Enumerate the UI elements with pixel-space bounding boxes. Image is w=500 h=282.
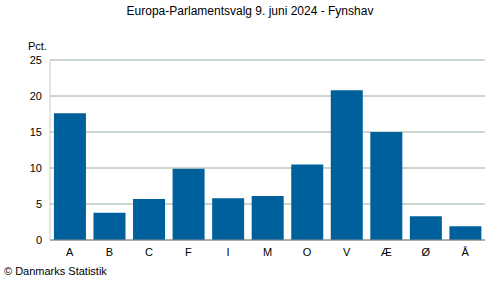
svg-text:0: 0	[36, 234, 42, 246]
svg-text:B: B	[106, 246, 113, 258]
html-text:Europa-Parlamentsvalg 9. juni: Europa-Parlamentsvalg 9. juni 2024 - Fyn…	[126, 4, 374, 18]
svg-text:5: 5	[36, 198, 42, 210]
svg-text:10: 10	[30, 162, 42, 174]
svg-text:15: 15	[30, 126, 42, 138]
svg-text:20: 20	[30, 90, 42, 102]
svg-text:I: I	[226, 246, 229, 258]
svg-text:F: F	[185, 246, 192, 258]
svg-text:Æ: Æ	[381, 246, 392, 258]
svg-text:V: V	[343, 246, 351, 258]
svg-text:25: 25	[30, 54, 42, 66]
svg-text:O: O	[303, 246, 312, 258]
svg-text:Ø: Ø	[421, 246, 430, 258]
html-text:© Danmarks Statistik: © Danmarks Statistik	[4, 265, 107, 277]
svg-text:Å: Å	[462, 246, 470, 258]
html-text:Pct.: Pct.	[28, 40, 47, 52]
svg-text:C: C	[145, 246, 153, 258]
svg-text:A: A	[66, 246, 74, 258]
svg-text:M: M	[263, 246, 272, 258]
